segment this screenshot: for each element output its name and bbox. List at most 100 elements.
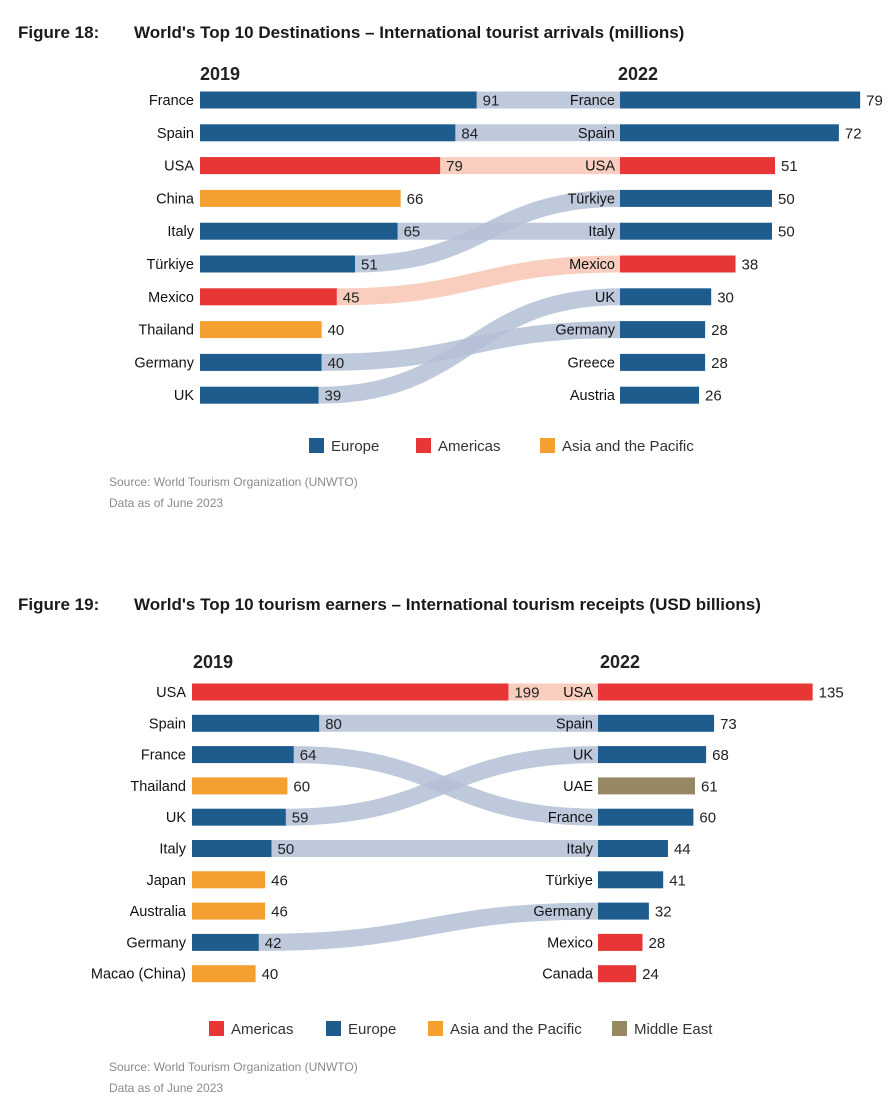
figure-19-right-year: 2022 <box>600 652 640 672</box>
bar-left-spain <box>200 124 456 142</box>
value-left-mexico: 45 <box>343 289 360 306</box>
bar-left-italy <box>200 222 398 240</box>
value-right-germany: 32 <box>655 904 672 921</box>
value-left-spain: 80 <box>325 716 342 733</box>
value-right-france: 79 <box>866 93 883 110</box>
label-left-macao-china: Macao (China) <box>91 967 186 983</box>
bar-right-uae <box>598 777 695 795</box>
label-left-spain: Spain <box>149 716 186 732</box>
label-right-italy: Italy <box>566 842 593 858</box>
label-right-spain: Spain <box>556 716 593 732</box>
figure-18-title: World's Top 10 Destinations – Internatio… <box>134 23 684 42</box>
label-left-uk: UK <box>166 810 186 826</box>
bar-right-turkiye <box>598 871 664 889</box>
bar-left-germany <box>200 353 322 371</box>
legend-swatch-asia-and-the-pacific <box>540 438 555 453</box>
label-right-spain: Spain <box>578 126 615 142</box>
label-right-uk: UK <box>595 290 615 306</box>
label-right-canada: Canada <box>542 967 594 983</box>
bar-left-thailand <box>192 777 288 795</box>
bar-right-uk <box>598 746 707 764</box>
value-right-italy: 44 <box>674 841 691 858</box>
bar-left-usa <box>192 683 509 701</box>
legend-label-europe: Europe <box>348 1021 396 1038</box>
bar-left-japan <box>192 871 266 889</box>
bar-right-spain <box>598 714 715 732</box>
value-right-france: 60 <box>699 810 716 827</box>
value-right-mexico: 28 <box>649 935 666 952</box>
figure-19-title: World's Top 10 tourism earners – Interna… <box>134 595 761 614</box>
figure-18-source: Source: World Tourism Organization (UNWT… <box>109 475 358 489</box>
bar-right-usa <box>598 683 813 701</box>
label-right-uae: UAE <box>563 779 593 795</box>
value-right-uae: 61 <box>701 778 718 795</box>
label-left-australia: Australia <box>130 904 187 920</box>
value-left-uk: 59 <box>292 810 309 827</box>
bar-left-uk <box>200 386 319 404</box>
value-left-china: 66 <box>407 191 424 208</box>
connector-turkiye <box>355 189 621 273</box>
bar-right-italy <box>598 840 668 857</box>
value-left-italy: 65 <box>404 224 421 241</box>
value-right-greece: 28 <box>711 355 728 372</box>
bar-right-greece <box>620 353 706 371</box>
value-left-germany: 40 <box>328 355 345 372</box>
bar-right-germany <box>598 902 649 920</box>
label-right-germany: Germany <box>555 323 615 339</box>
label-left-thailand: Thailand <box>130 779 186 795</box>
value-right-turkiye: 41 <box>669 872 686 889</box>
bar-left-turkiye <box>200 255 356 273</box>
figure-18-label: Figure 18: <box>18 23 99 42</box>
bar-right-austria <box>620 386 700 404</box>
figure-19-source: Source: World Tourism Organization (UNWT… <box>109 1060 358 1074</box>
value-right-uk: 68 <box>712 747 729 764</box>
label-right-france: France <box>548 810 593 826</box>
label-left-thailand: Thailand <box>138 323 194 339</box>
label-right-usa: USA <box>585 159 615 175</box>
bar-right-italy <box>620 222 772 240</box>
label-right-austria: Austria <box>570 388 616 404</box>
label-left-china: China <box>156 191 195 207</box>
bar-left-uk <box>192 808 286 826</box>
label-left-mexico: Mexico <box>148 290 194 306</box>
value-left-france: 91 <box>483 93 500 110</box>
value-left-usa: 199 <box>514 685 539 702</box>
figure-19-left-year: 2019 <box>193 652 233 672</box>
legend-label-asia-and-the-pacific: Asia and the Pacific <box>450 1021 582 1038</box>
value-left-thailand: 40 <box>328 322 345 339</box>
label-right-germany: Germany <box>533 904 593 920</box>
figure-18-legend: Europe Americas Asia and the Pacific <box>309 438 694 455</box>
label-right-turkiye: Türkiye <box>567 191 615 207</box>
figure-18-left-year: 2019 <box>200 64 240 84</box>
value-right-usa: 135 <box>819 685 844 702</box>
legend-swatch-middle-east <box>612 1021 627 1036</box>
figure-19-label: Figure 19: <box>18 595 99 614</box>
label-left-uk: UK <box>174 388 194 404</box>
label-right-turkiye: Türkiye <box>545 873 593 889</box>
value-right-spain: 72 <box>845 125 862 142</box>
legend-label-americas: Americas <box>438 438 501 455</box>
label-right-france: France <box>570 93 615 109</box>
connector-mexico <box>336 255 621 306</box>
value-right-germany: 28 <box>711 322 728 339</box>
label-left-france: France <box>141 748 186 764</box>
value-left-macao-china: 40 <box>262 966 279 983</box>
figure-19-data-note: Data as of June 2023 <box>109 1081 223 1095</box>
bar-left-australia <box>192 902 266 920</box>
value-left-france: 64 <box>300 747 317 764</box>
value-left-japan: 46 <box>271 872 288 889</box>
bar-left-mexico <box>200 288 337 306</box>
figure-19-chart: USA 199 Spain 80 France 64 Thailand 60 UK 59 Italy… <box>91 683 844 983</box>
bar-right-canada <box>598 965 637 983</box>
connector-uk <box>318 288 621 404</box>
legend-label-americas: Americas <box>231 1021 294 1038</box>
value-right-uk: 30 <box>717 289 734 306</box>
value-left-turkiye: 51 <box>361 257 378 274</box>
label-right-mexico: Mexico <box>547 935 593 951</box>
bar-left-france <box>192 746 294 764</box>
bar-right-france <box>620 91 861 109</box>
bar-right-uk <box>620 288 712 306</box>
connector-germany <box>258 902 599 951</box>
label-left-france: France <box>149 93 194 109</box>
